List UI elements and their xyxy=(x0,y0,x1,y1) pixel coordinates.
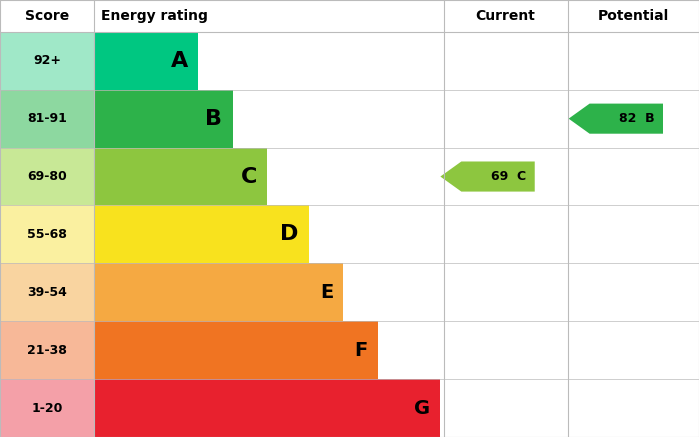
Text: G: G xyxy=(414,399,430,418)
Bar xyxy=(0,32,94,90)
Bar xyxy=(94,148,267,205)
Bar xyxy=(94,32,199,90)
Bar xyxy=(94,90,233,148)
Text: 21-38: 21-38 xyxy=(27,343,67,357)
Text: 1-20: 1-20 xyxy=(31,402,63,415)
Text: F: F xyxy=(354,341,368,360)
Text: 39-54: 39-54 xyxy=(27,286,67,299)
Text: E: E xyxy=(319,283,333,302)
Text: 81-91: 81-91 xyxy=(27,112,67,125)
Bar xyxy=(0,379,94,437)
Bar xyxy=(0,264,94,321)
Bar xyxy=(94,205,309,264)
Text: Current: Current xyxy=(475,9,535,23)
Text: C: C xyxy=(240,166,257,187)
Text: 92+: 92+ xyxy=(33,54,62,67)
Bar xyxy=(0,148,94,205)
Text: 69  C: 69 C xyxy=(491,170,526,183)
Text: Potential: Potential xyxy=(598,9,669,23)
Text: D: D xyxy=(280,225,298,244)
Polygon shape xyxy=(440,162,535,191)
Bar xyxy=(94,264,343,321)
Text: 55-68: 55-68 xyxy=(27,228,67,241)
Text: B: B xyxy=(206,109,222,128)
Bar xyxy=(0,205,94,264)
Text: A: A xyxy=(171,51,187,71)
Bar xyxy=(94,321,378,379)
Bar xyxy=(94,379,440,437)
Text: 69-80: 69-80 xyxy=(27,170,67,183)
Bar xyxy=(0,90,94,148)
Bar xyxy=(0,321,94,379)
Polygon shape xyxy=(568,104,663,134)
Text: 82  B: 82 B xyxy=(619,112,654,125)
Text: Energy rating: Energy rating xyxy=(101,9,208,23)
Text: Score: Score xyxy=(25,9,69,23)
